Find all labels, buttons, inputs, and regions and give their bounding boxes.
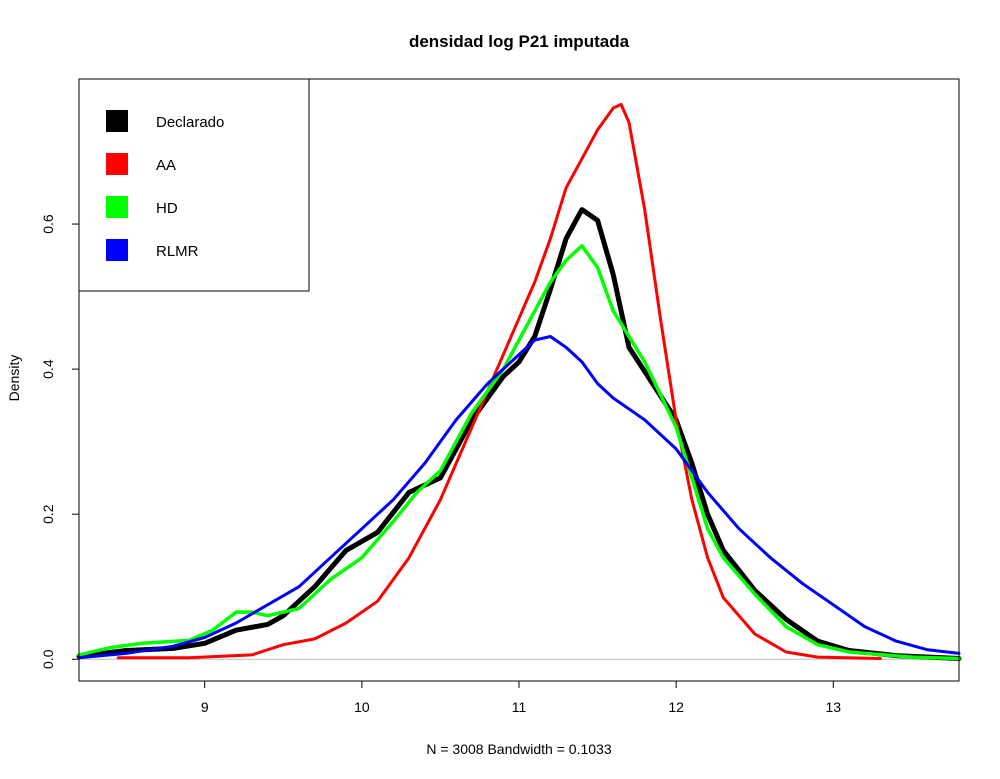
plot-frame — [78, 78, 960, 682]
y-tick-label: 0.2 — [40, 504, 56, 524]
legend-swatch-hd — [106, 196, 128, 218]
x-axis-label: N = 3008 Bandwidth = 0.1033 — [426, 741, 611, 757]
x-tick-label: 10 — [354, 699, 370, 715]
x-tick-label: 12 — [668, 699, 684, 715]
x-tick-label: 11 — [512, 699, 527, 715]
series-line-declarado — [76, 207, 962, 661]
series-line-hd — [77, 244, 961, 661]
series-line-rlmr — [77, 335, 961, 660]
legend-label-hd: HD — [156, 200, 178, 217]
y-axis: 0.0 0.2 0.4 0.6 — [40, 214, 80, 669]
y-tick-label: 0.6 — [40, 214, 56, 234]
legend: Declarado AA HD RLMR — [78, 78, 310, 292]
series-line-aa — [116, 102, 882, 660]
x-axis: 9 10 11 12 13 — [201, 680, 841, 715]
y-tick-label: 0.4 — [40, 359, 56, 379]
legend-swatch-declarado — [106, 110, 128, 132]
legend-label-declarado: Declarado — [156, 114, 224, 131]
series-layer — [76, 102, 962, 661]
legend-swatch-aa — [106, 153, 128, 175]
chart-title: densidad log P21 imputada — [409, 32, 630, 51]
legend-swatch-rlmr — [106, 239, 128, 261]
legend-label-rlmr: RLMR — [156, 243, 199, 260]
y-axis-label: Density — [6, 355, 22, 402]
y-tick-label: 0.0 — [40, 649, 56, 669]
x-tick-label: 9 — [201, 699, 209, 715]
x-tick-label: 13 — [825, 699, 841, 715]
legend-label-aa: AA — [156, 157, 176, 174]
